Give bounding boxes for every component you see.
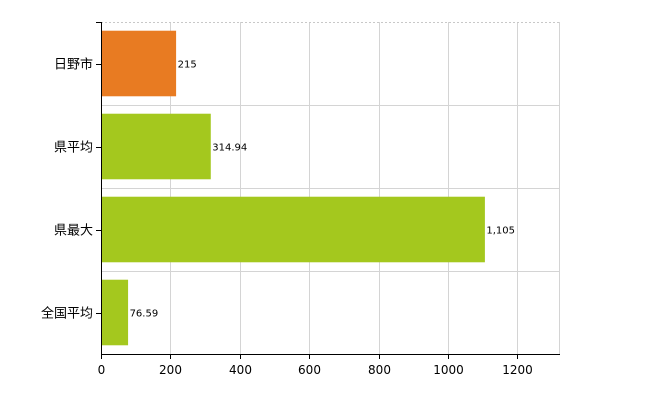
data-label: 215	[178, 60, 197, 71]
bar	[101, 113, 211, 180]
x-tick-label: 1200	[502, 363, 533, 377]
grid-lines	[101, 22, 560, 354]
data-label: 314.94	[212, 143, 247, 154]
category-label: 全国平均	[41, 306, 93, 322]
x-tick-label: 800	[368, 363, 391, 377]
category-label: 日野市	[54, 57, 93, 73]
x-tick-label: 200	[159, 363, 182, 377]
data-label: 76.59	[130, 309, 159, 320]
x-tick-label: 1000	[433, 363, 464, 377]
bar	[101, 196, 485, 263]
category-label: 県最大	[54, 224, 93, 239]
axes	[96, 22, 560, 359]
x-tick-label: 0	[98, 363, 106, 377]
labels: 215 日野市 314.94 県平均 1,105 県最大 76.59 全国平均 0 200 400 6…	[41, 57, 533, 378]
bar	[101, 30, 177, 97]
x-tick-label: 400	[229, 363, 252, 377]
category-label: 県平均	[54, 141, 93, 156]
bar	[101, 279, 129, 346]
bars	[101, 30, 485, 346]
data-label: 1,105	[486, 226, 515, 237]
x-tick-label: 600	[298, 363, 321, 377]
